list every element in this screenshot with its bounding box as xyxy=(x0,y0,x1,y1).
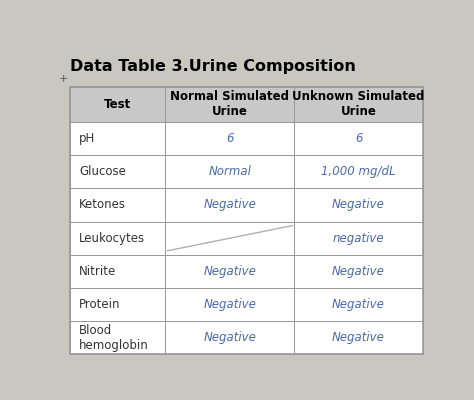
Text: Nitrite: Nitrite xyxy=(79,265,116,278)
Text: Negative: Negative xyxy=(203,298,256,311)
Text: Data Table 3.Urine Composition: Data Table 3.Urine Composition xyxy=(70,59,356,74)
Bar xyxy=(70,255,423,288)
Text: +: + xyxy=(59,74,68,84)
Bar xyxy=(294,321,423,354)
Bar xyxy=(294,288,423,321)
Text: 1,000 mg/dL: 1,000 mg/dL xyxy=(321,165,396,178)
Bar xyxy=(70,86,165,122)
Text: Negative: Negative xyxy=(203,331,256,344)
Bar xyxy=(294,86,423,122)
Bar xyxy=(70,288,423,321)
Bar xyxy=(165,122,294,155)
Text: Negative: Negative xyxy=(203,265,256,278)
Text: Negative: Negative xyxy=(332,265,385,278)
Bar xyxy=(165,155,294,188)
Bar xyxy=(294,122,423,155)
Bar xyxy=(294,188,423,222)
Text: Normal Simulated
Urine: Normal Simulated Urine xyxy=(170,90,289,118)
Bar xyxy=(70,188,423,222)
Bar xyxy=(70,86,423,354)
Text: Normal: Normal xyxy=(209,165,251,178)
Text: Ketones: Ketones xyxy=(79,198,126,212)
Text: Test: Test xyxy=(104,98,131,111)
Text: Unknown Simulated
Urine: Unknown Simulated Urine xyxy=(292,90,425,118)
Bar xyxy=(165,188,294,222)
Bar xyxy=(70,155,423,188)
Text: 6: 6 xyxy=(355,132,362,145)
Text: Leukocytes: Leukocytes xyxy=(79,232,145,245)
Text: Negative: Negative xyxy=(332,198,385,212)
Bar xyxy=(294,255,423,288)
Bar xyxy=(165,222,294,255)
Text: Blood
hemoglobin: Blood hemoglobin xyxy=(79,324,149,352)
Bar xyxy=(70,86,423,354)
Bar xyxy=(70,222,423,255)
Bar xyxy=(294,222,423,255)
Bar xyxy=(165,255,294,288)
Text: Negative: Negative xyxy=(332,331,385,344)
Text: negative: negative xyxy=(333,232,384,245)
Bar xyxy=(165,321,294,354)
Bar xyxy=(294,155,423,188)
Text: 6: 6 xyxy=(226,132,234,145)
Bar xyxy=(70,321,423,354)
Text: Negative: Negative xyxy=(203,198,256,212)
Bar xyxy=(165,288,294,321)
Text: Glucose: Glucose xyxy=(79,165,126,178)
Text: Protein: Protein xyxy=(79,298,120,311)
Text: Negative: Negative xyxy=(332,298,385,311)
Bar xyxy=(165,86,294,122)
Text: pH: pH xyxy=(79,132,95,145)
Bar xyxy=(70,122,423,155)
